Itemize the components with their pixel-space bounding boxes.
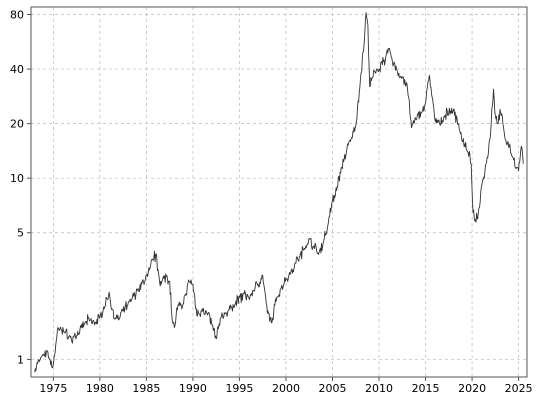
x-tick-label: 1990 [179, 382, 207, 395]
y-tick-label: 5 [17, 227, 24, 240]
plot-frame [30, 6, 528, 378]
x-axis: 1975 1980 1985 1990 1995 2000 2005 2010 2015 2020… [39, 377, 533, 395]
x-tick-label: 2015 [412, 382, 440, 395]
grid-lines [31, 7, 527, 377]
x-tick-label: 1985 [132, 382, 160, 395]
y-tick-label: 1 [17, 353, 24, 366]
y-tick-label: 20 [10, 118, 24, 131]
x-tick-label: 2000 [272, 382, 300, 395]
x-tick-label: 1980 [86, 382, 114, 395]
y-tick-label: 10 [10, 172, 24, 185]
x-tick-label: 1975 [39, 382, 67, 395]
y-axis: 1 5 10 20 40 80 [10, 9, 31, 366]
x-tick-label: 2025 [505, 382, 533, 395]
series-line [34, 12, 524, 373]
x-tick-label: 2010 [365, 382, 393, 395]
y-tick-label: 80 [10, 9, 24, 22]
y-tick-label: 40 [10, 63, 24, 76]
x-tick-label: 1995 [225, 382, 253, 395]
x-tick-label: 2005 [319, 382, 347, 395]
x-tick-label: 2020 [458, 382, 486, 395]
